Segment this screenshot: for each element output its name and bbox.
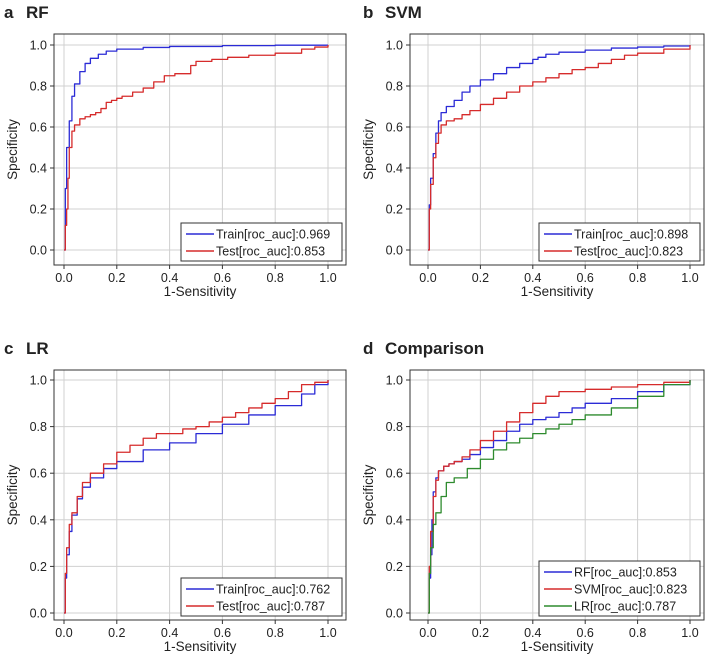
series-line-rf-2 bbox=[64, 45, 329, 251]
y-tick-label: 0.2 bbox=[386, 203, 403, 217]
legend-entry: Train[roc_auc]:0.969 bbox=[216, 228, 330, 242]
x-tick-label: 0.6 bbox=[214, 626, 231, 640]
x-tick-label: 1.0 bbox=[319, 271, 336, 285]
legend-box bbox=[538, 222, 701, 262]
y-tick-label: 0.2 bbox=[386, 560, 403, 574]
series-line-lr-2 bbox=[64, 380, 329, 614]
y-tick-label: 0.4 bbox=[30, 513, 47, 527]
legend-entry: Test[roc_auc]:0.823 bbox=[574, 245, 683, 259]
x-axis-label: 1-Sensitivity bbox=[521, 639, 594, 654]
x-tick-label: 0.4 bbox=[161, 626, 178, 640]
x-tick-label: 0.2 bbox=[472, 626, 489, 640]
y-tick-label: 0.8 bbox=[386, 80, 403, 94]
legend-box bbox=[180, 222, 343, 262]
series-line-svm-1 bbox=[428, 45, 691, 251]
y-axis-label: Specificity bbox=[5, 119, 20, 180]
x-tick-label: 0.4 bbox=[524, 271, 541, 285]
x-axis-label: 1-Sensitivity bbox=[164, 284, 237, 299]
y-tick-label: 1.0 bbox=[30, 374, 47, 388]
x-tick-label: 0.6 bbox=[214, 271, 231, 285]
panel-letter-comparison: d bbox=[363, 339, 373, 358]
y-tick-label: 0.6 bbox=[30, 467, 47, 481]
y-tick-label: 1.0 bbox=[386, 39, 403, 53]
y-tick-label: 0.6 bbox=[30, 121, 47, 135]
x-axis-label: 1-Sensitivity bbox=[521, 284, 594, 299]
legend-comparison: RF[roc_auc]:0.853 SVM[roc_auc]:0.823 LR[ro… bbox=[538, 560, 701, 617]
x-tick-label: 0.2 bbox=[108, 271, 125, 285]
plot-frame bbox=[53, 33, 347, 266]
x-tick-label: 0.0 bbox=[55, 271, 72, 285]
y-tick-label: 0.0 bbox=[386, 244, 403, 258]
series-line-svm-2 bbox=[428, 45, 691, 251]
legend-entry: Train[roc_auc]:0.898 bbox=[574, 228, 688, 242]
x-tick-label: 0.2 bbox=[472, 271, 489, 285]
chart-title-comparison: Comparison bbox=[385, 339, 484, 358]
legend-lr: Train[roc_auc]:0.762 Test[roc_auc]:0.787 bbox=[180, 577, 343, 617]
legend-entry: RF[roc_auc]:0.853 bbox=[574, 566, 677, 580]
y-tick-label: 0.4 bbox=[386, 162, 403, 176]
x-tick-label: 1.0 bbox=[681, 271, 698, 285]
legend-box bbox=[180, 577, 343, 617]
y-tick-label: 0.2 bbox=[30, 203, 47, 217]
legend-entry: SVM[roc_auc]:0.823 bbox=[574, 583, 687, 597]
x-axis-label: 1-Sensitivity bbox=[164, 639, 237, 654]
x-tick-label: 0.0 bbox=[55, 626, 72, 640]
panel-rf: a RF 0.0 0.2 0.4 0.6 0.8 1.0 0.0 0.2 0.4 0.6 0.8 1.0 1… bbox=[4, 3, 347, 299]
legend-entry: LR[roc_auc]:0.787 bbox=[574, 600, 676, 614]
y-axis-label: Specificity bbox=[361, 464, 376, 525]
plot-frame bbox=[409, 33, 705, 266]
panel-letter-lr: c bbox=[4, 339, 13, 358]
chart-title-rf: RF bbox=[26, 3, 49, 22]
legend-svm: Train[roc_auc]:0.898 Test[roc_auc]:0.823 bbox=[538, 222, 701, 262]
panel-letter-rf: a bbox=[4, 3, 14, 22]
panel-letter-svm: b bbox=[363, 3, 373, 22]
legend-entry: Test[roc_auc]:0.787 bbox=[216, 600, 325, 614]
plot-frame bbox=[409, 369, 705, 621]
y-tick-label: 0.0 bbox=[30, 607, 47, 621]
y-tick-label: 0.8 bbox=[30, 420, 47, 434]
y-tick-label: 0.8 bbox=[30, 80, 47, 94]
panel-comparison: d Comparison 0.0 0.2 0.4 0.6 0.8 1.0 0.0 0.2 0.4 0.… bbox=[361, 339, 705, 654]
x-tick-label: 0.6 bbox=[577, 626, 594, 640]
y-axis-label: Specificity bbox=[5, 464, 20, 525]
legend-entry: Train[roc_auc]:0.762 bbox=[216, 583, 330, 597]
y-tick-label: 0.4 bbox=[30, 162, 47, 176]
x-tick-label: 0.8 bbox=[629, 271, 646, 285]
series-line-comparison-2 bbox=[428, 380, 691, 614]
legend-entry: Test[roc_auc]:0.853 bbox=[216, 245, 325, 259]
y-tick-label: 0.2 bbox=[30, 560, 47, 574]
panel-svm: b SVM 0.0 0.2 0.4 0.6 0.8 1.0 0.0 0.2 0.4 0.6 0.8 1.0… bbox=[361, 3, 705, 299]
x-tick-label: 1.0 bbox=[681, 626, 698, 640]
panel-lr: c LR 0.0 0.2 0.4 0.6 0.8 1.0 0.0 0.2 0.4 0.6 0.8 1.0 1… bbox=[4, 339, 347, 654]
y-tick-label: 0.6 bbox=[386, 467, 403, 481]
x-tick-label: 0.8 bbox=[267, 271, 284, 285]
y-tick-label: 1.0 bbox=[30, 39, 47, 53]
x-tick-label: 0.0 bbox=[419, 626, 436, 640]
series-line-rf-1 bbox=[64, 44, 329, 251]
y-tick-label: 0.0 bbox=[386, 607, 403, 621]
x-tick-label: 0.4 bbox=[161, 271, 178, 285]
y-tick-label: 0.6 bbox=[386, 121, 403, 135]
x-tick-label: 0.6 bbox=[577, 271, 594, 285]
series-line-comparison-3 bbox=[428, 380, 691, 614]
x-tick-label: 0.8 bbox=[267, 626, 284, 640]
y-tick-label: 0.0 bbox=[30, 244, 47, 258]
x-tick-label: 0.4 bbox=[524, 626, 541, 640]
chart-title-svm: SVM bbox=[385, 3, 422, 22]
y-axis-label: Specificity bbox=[361, 119, 376, 180]
legend-rf: Train[roc_auc]:0.969 Test[roc_auc]:0.853 bbox=[180, 222, 343, 262]
y-tick-label: 0.8 bbox=[386, 420, 403, 434]
y-tick-label: 1.0 bbox=[386, 374, 403, 388]
x-tick-label: 1.0 bbox=[319, 626, 336, 640]
chart-title-lr: LR bbox=[26, 339, 49, 358]
x-tick-label: 0.0 bbox=[419, 271, 436, 285]
x-tick-label: 0.8 bbox=[629, 626, 646, 640]
plot-frame bbox=[53, 369, 347, 621]
y-tick-label: 0.4 bbox=[386, 513, 403, 527]
x-tick-label: 0.2 bbox=[108, 626, 125, 640]
